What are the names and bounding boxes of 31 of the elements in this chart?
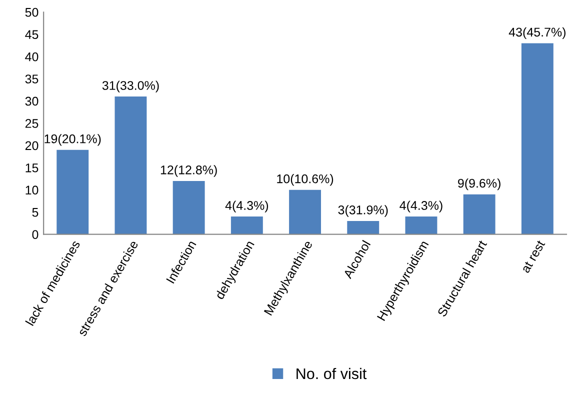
data-label: 19(20.1%) xyxy=(44,134,101,146)
y-tick-label: 40 xyxy=(25,52,38,62)
bar xyxy=(521,43,554,234)
data-label: 10(10.6%) xyxy=(277,174,334,186)
y-tick-label: 10 xyxy=(26,186,38,195)
bar xyxy=(405,216,438,234)
bar xyxy=(347,220,380,234)
y-tick-label: 20 xyxy=(25,141,38,150)
y-tick-label: 45 xyxy=(25,30,38,39)
y-tick-label: 35 xyxy=(25,74,38,84)
x-tick-label: at rest xyxy=(521,240,546,274)
bar xyxy=(114,96,147,234)
bar xyxy=(172,180,205,234)
data-label: 4(4.3%) xyxy=(225,200,268,212)
bar xyxy=(289,190,321,234)
bar xyxy=(463,194,496,234)
y-tick-label: 0 xyxy=(32,230,38,239)
legend-label: No. of visit xyxy=(296,368,367,380)
bar xyxy=(230,216,263,234)
data-label: 3(31.9%) xyxy=(338,205,388,217)
bar xyxy=(56,150,89,234)
data-label: 12(12.8%) xyxy=(160,165,217,177)
data-label: 4(4.3%) xyxy=(400,200,442,212)
data-label: 43(45.7%) xyxy=(508,27,566,40)
y-tick-label: 5 xyxy=(32,208,38,217)
y-tick-label: 15 xyxy=(26,164,38,172)
y-tick-label: 30 xyxy=(25,96,38,106)
y-tick-label: 25 xyxy=(25,119,38,128)
data-label: 9(9.6%) xyxy=(458,178,500,190)
data-label: 31(33.0%) xyxy=(102,80,159,92)
y-tick-label: 50 xyxy=(25,8,38,17)
